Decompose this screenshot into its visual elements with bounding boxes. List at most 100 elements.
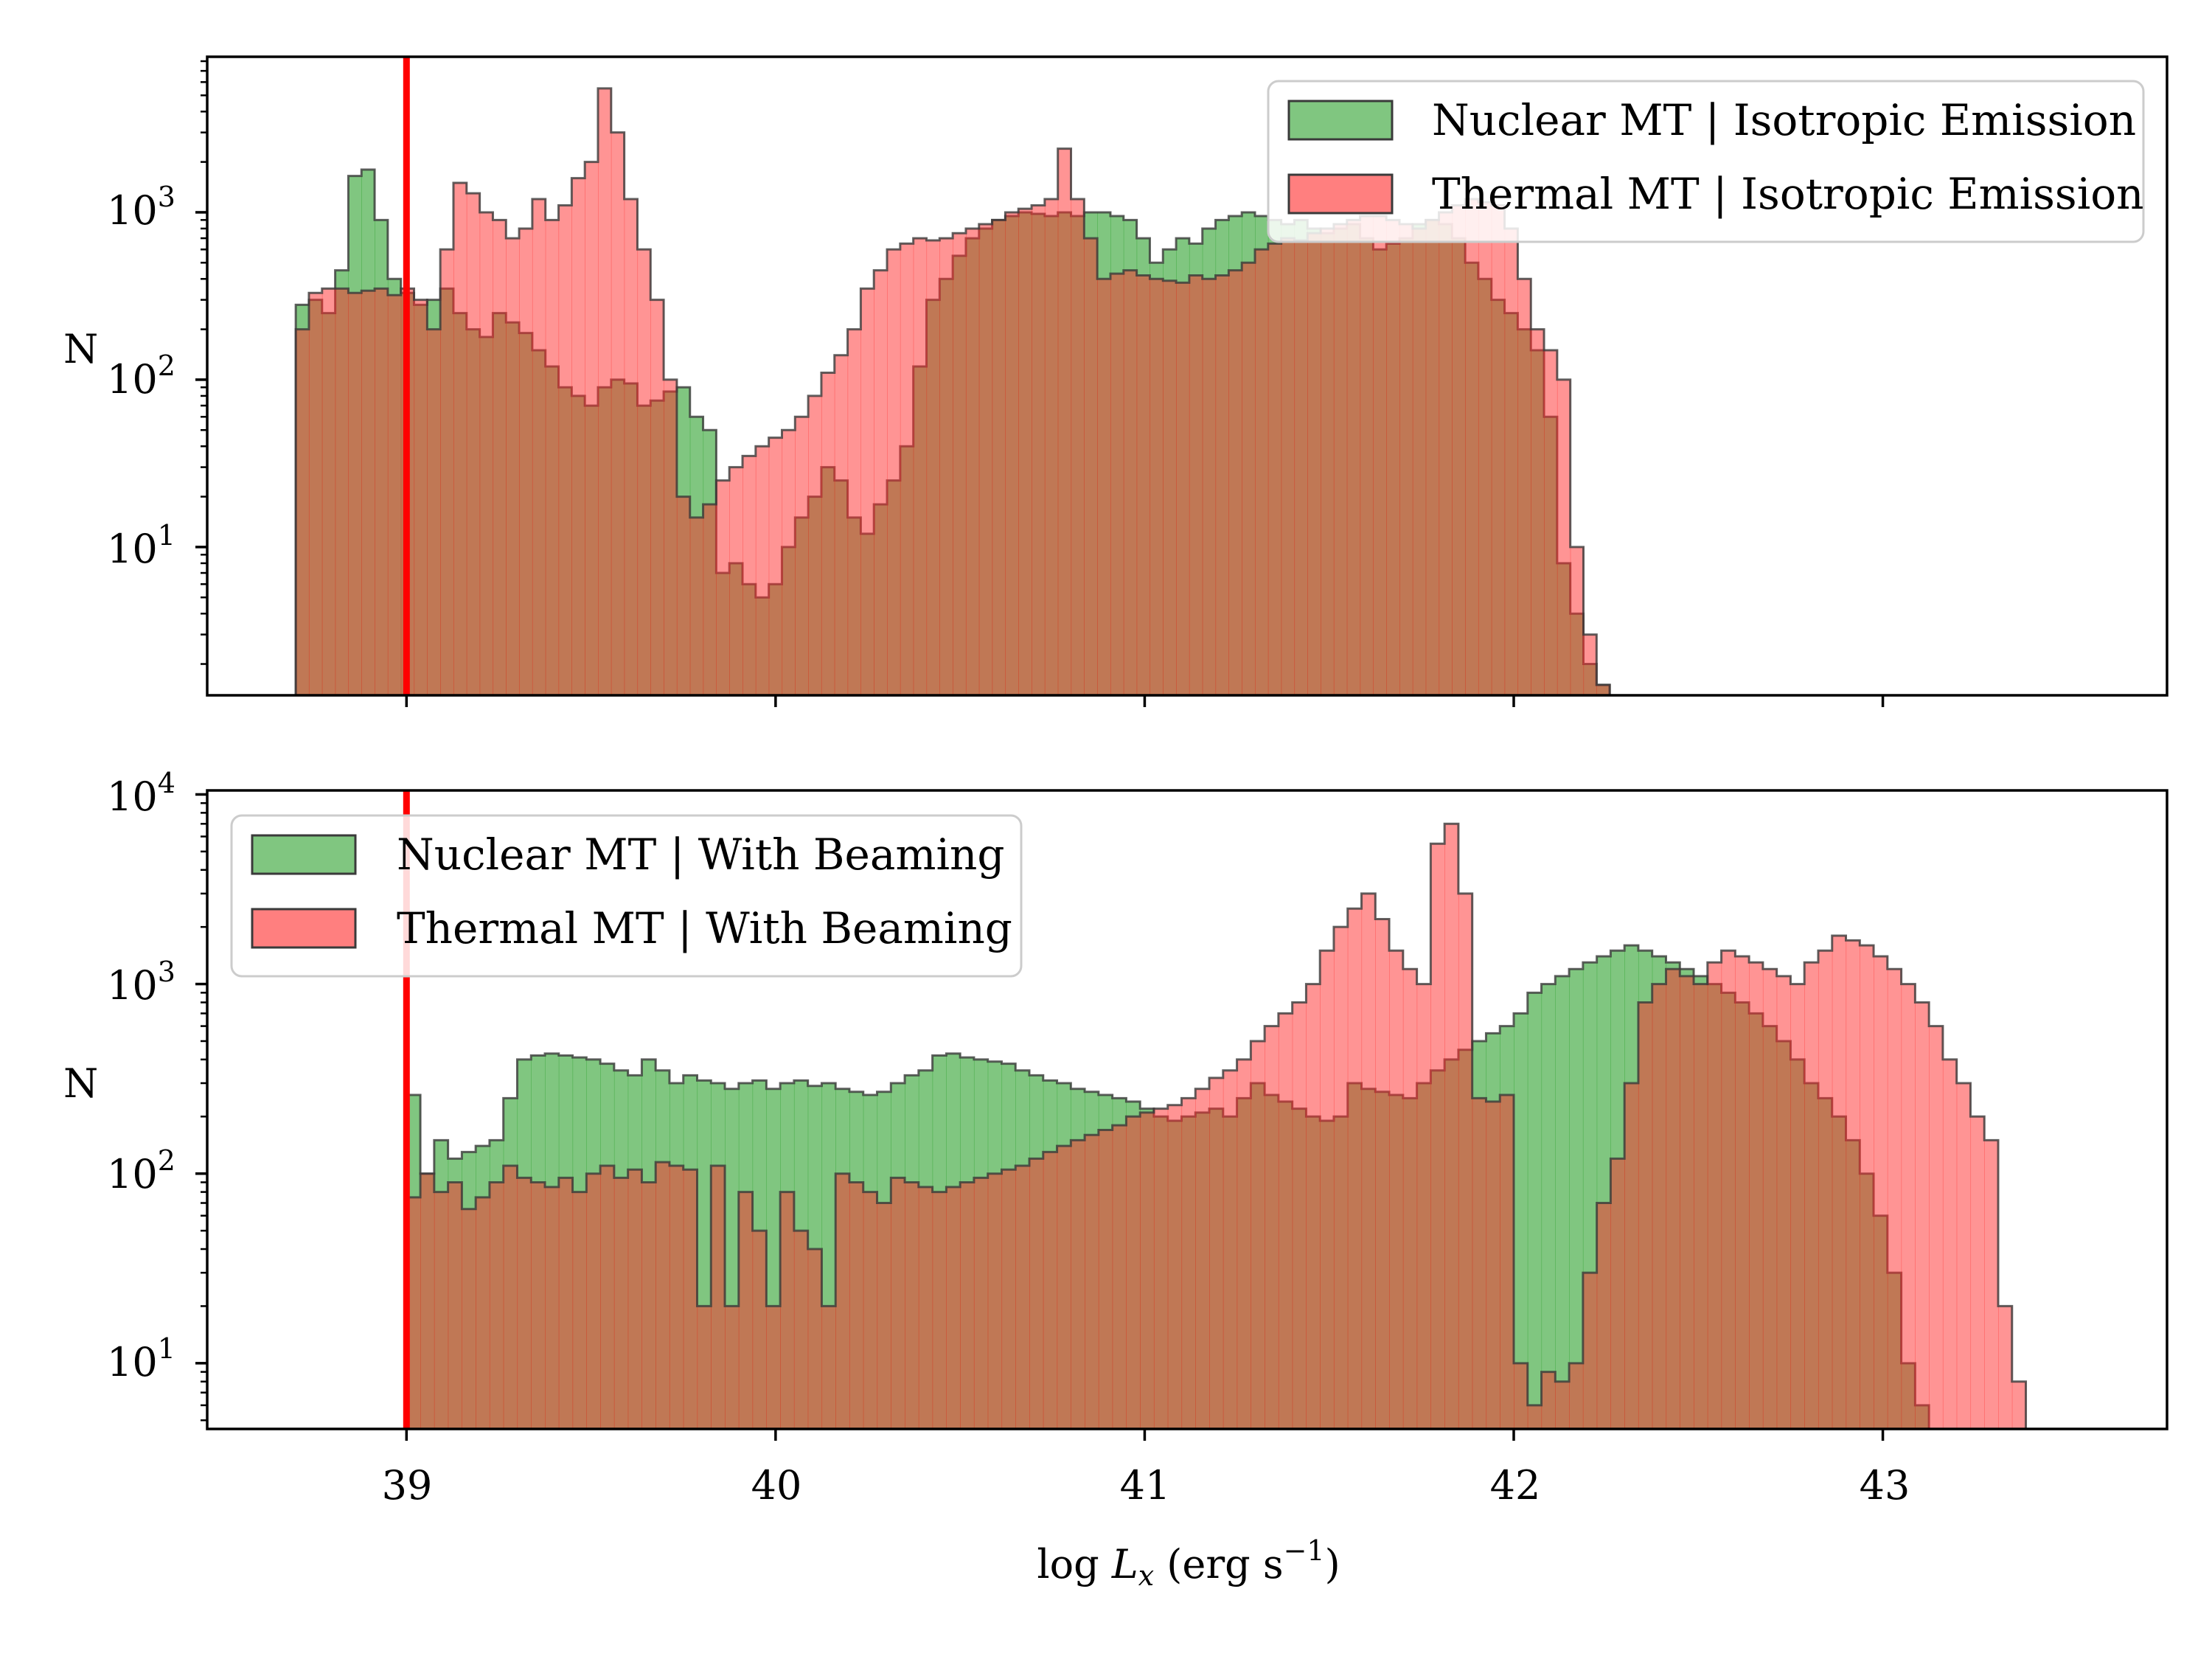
bottom-thermal-bin bbox=[1776, 975, 1792, 1429]
bottom-thermal-bin bbox=[655, 1162, 670, 1429]
top-thermal-bin bbox=[532, 198, 546, 696]
top-legend-label-thermal: Thermal MT | Isotropic Emission bbox=[1432, 169, 2144, 219]
bottom-y-ticks bbox=[195, 793, 207, 1422]
bottom-thermal-bin bbox=[1970, 1116, 1985, 1429]
bottom-ytick-label: 103 bbox=[107, 956, 175, 1009]
bottom-thermal-bin bbox=[1555, 1381, 1570, 1429]
bottom-ytick-label: 102 bbox=[107, 1144, 175, 1197]
top-thermal-bin bbox=[1176, 282, 1190, 696]
top-thermal-bin bbox=[953, 233, 967, 695]
bottom-thermal-bin bbox=[1500, 1095, 1514, 1429]
xtick-label: 42 bbox=[1490, 1462, 1541, 1509]
top-thermal-bin bbox=[782, 430, 796, 695]
top-thermal-bin bbox=[1321, 228, 1335, 695]
bottom-thermal-bin bbox=[1984, 1140, 1999, 1429]
bottom-thermal-bin bbox=[1527, 1405, 1543, 1429]
top-thermal-bin bbox=[1189, 275, 1203, 696]
bottom-thermal-bin bbox=[1098, 1130, 1113, 1429]
top-thermal-bin bbox=[493, 220, 507, 696]
top-thermal-bin bbox=[1242, 262, 1256, 695]
bottom-thermal-bin bbox=[1762, 969, 1778, 1429]
bottom-thermal-bin bbox=[1222, 1070, 1238, 1429]
bottom-thermal-bin bbox=[1707, 962, 1722, 1429]
bottom-thermal-bin bbox=[545, 1186, 560, 1429]
bottom-thermal-bin bbox=[1430, 844, 1445, 1429]
top-thermal-bin bbox=[939, 238, 953, 695]
bottom-thermal-bin bbox=[1569, 1363, 1584, 1429]
bottom-thermal-bin bbox=[448, 1182, 462, 1429]
top-legend: Nuclear MT | Isotropic Emission Thermal … bbox=[1267, 80, 2145, 243]
top-thermal-bin bbox=[1425, 220, 1440, 696]
bottom-thermal-bin bbox=[1320, 950, 1335, 1429]
bottom-histograms bbox=[405, 822, 2040, 1430]
bottom-thermal-bin bbox=[1195, 1088, 1210, 1429]
bottom-thermal-bin bbox=[1126, 1116, 1141, 1429]
top-thermal-bin bbox=[1346, 220, 1361, 696]
bottom-thermal-bin bbox=[946, 1186, 961, 1429]
bottom-legend-swatch-thermal bbox=[251, 908, 357, 949]
bottom-thermal-bin bbox=[1956, 1083, 1972, 1429]
top-thermal-bin bbox=[1202, 279, 1217, 695]
top-legend-swatch-thermal bbox=[1287, 173, 1394, 215]
bottom-thermal-bin bbox=[1333, 927, 1349, 1429]
top-ytick-label: 102 bbox=[107, 349, 175, 403]
top-thermal-bin bbox=[624, 198, 639, 696]
top-thermal-bin bbox=[1097, 279, 1111, 695]
bottom-thermal-bin bbox=[1610, 1158, 1625, 1429]
top-histograms bbox=[294, 87, 1611, 696]
bottom-thermal-bin bbox=[1638, 1002, 1653, 1429]
top-thermal-bin bbox=[742, 456, 757, 695]
top-thermal-bin bbox=[545, 220, 560, 696]
top-thermal-bin bbox=[1373, 216, 1387, 695]
bottom-thermal-bin bbox=[1735, 956, 1750, 1429]
bottom-thermal-bin bbox=[1832, 935, 1847, 1429]
top-thermal-bin bbox=[768, 437, 783, 695]
top-y-axis-label: N bbox=[63, 326, 98, 372]
bottom-thermal-bin bbox=[1140, 1112, 1155, 1429]
top-thermal-bin bbox=[361, 291, 375, 695]
bottom-thermal-bin bbox=[835, 1173, 850, 1429]
top-thermal-bin bbox=[1294, 240, 1308, 696]
top-thermal-bin bbox=[755, 446, 770, 695]
bottom-thermal-bin bbox=[1541, 1371, 1556, 1429]
top-thermal-bin bbox=[611, 132, 625, 695]
top-thermal-bin bbox=[1163, 280, 1177, 695]
bottom-legend: Nuclear MT | With Beaming Thermal MT | W… bbox=[230, 814, 1023, 978]
top-panel: N 103 102 101 Nuclear MT | Isotropic Emi… bbox=[63, 55, 2168, 707]
xtick-label: 40 bbox=[751, 1462, 802, 1509]
bottom-thermal-bin bbox=[863, 1192, 878, 1429]
bottom-thermal-bin bbox=[613, 1178, 629, 1429]
bottom-nuclear-bin bbox=[1541, 984, 1556, 1429]
top-thermal-bin bbox=[992, 220, 1006, 696]
top-thermal-bin bbox=[1583, 634, 1597, 695]
bottom-nuclear-bin bbox=[1569, 969, 1584, 1429]
bottom-thermal-bin bbox=[1942, 1059, 1958, 1429]
top-thermal-bin bbox=[558, 205, 572, 695]
top-thermal-bin bbox=[1570, 546, 1585, 695]
bottom-thermal-bin bbox=[627, 1169, 643, 1429]
bottom-thermal-bin bbox=[807, 1249, 823, 1429]
bottom-thermal-bin bbox=[697, 1306, 712, 1429]
bottom-thermal-bin bbox=[960, 1182, 975, 1429]
bottom-thermal-bin bbox=[1347, 908, 1363, 1429]
bottom-thermal-bin bbox=[1153, 1108, 1169, 1429]
top-thermal-bin bbox=[637, 249, 651, 695]
top-thermal-bin bbox=[703, 504, 717, 695]
bottom-series-thermal bbox=[405, 822, 2040, 1430]
bottom-thermal-bin bbox=[793, 1231, 809, 1429]
top-thermal-bin bbox=[453, 182, 467, 696]
top-thermal-bin bbox=[1399, 223, 1413, 696]
top-thermal-bin bbox=[847, 329, 861, 695]
top-thermal-bin bbox=[308, 293, 323, 696]
bottom-thermal-bin bbox=[932, 1192, 947, 1429]
top-thermal-bin bbox=[821, 372, 835, 695]
top-series-thermal bbox=[294, 87, 1611, 696]
top-legend-box bbox=[1267, 80, 2145, 243]
bottom-thermal-bin bbox=[558, 1178, 574, 1429]
top-thermal-bin bbox=[1412, 228, 1427, 695]
top-thermal-bin bbox=[1386, 220, 1400, 696]
bottom-thermal-bin bbox=[1486, 1101, 1500, 1429]
bottom-legend-swatch-nuclear bbox=[251, 834, 357, 875]
top-thermal-bin bbox=[519, 228, 533, 695]
